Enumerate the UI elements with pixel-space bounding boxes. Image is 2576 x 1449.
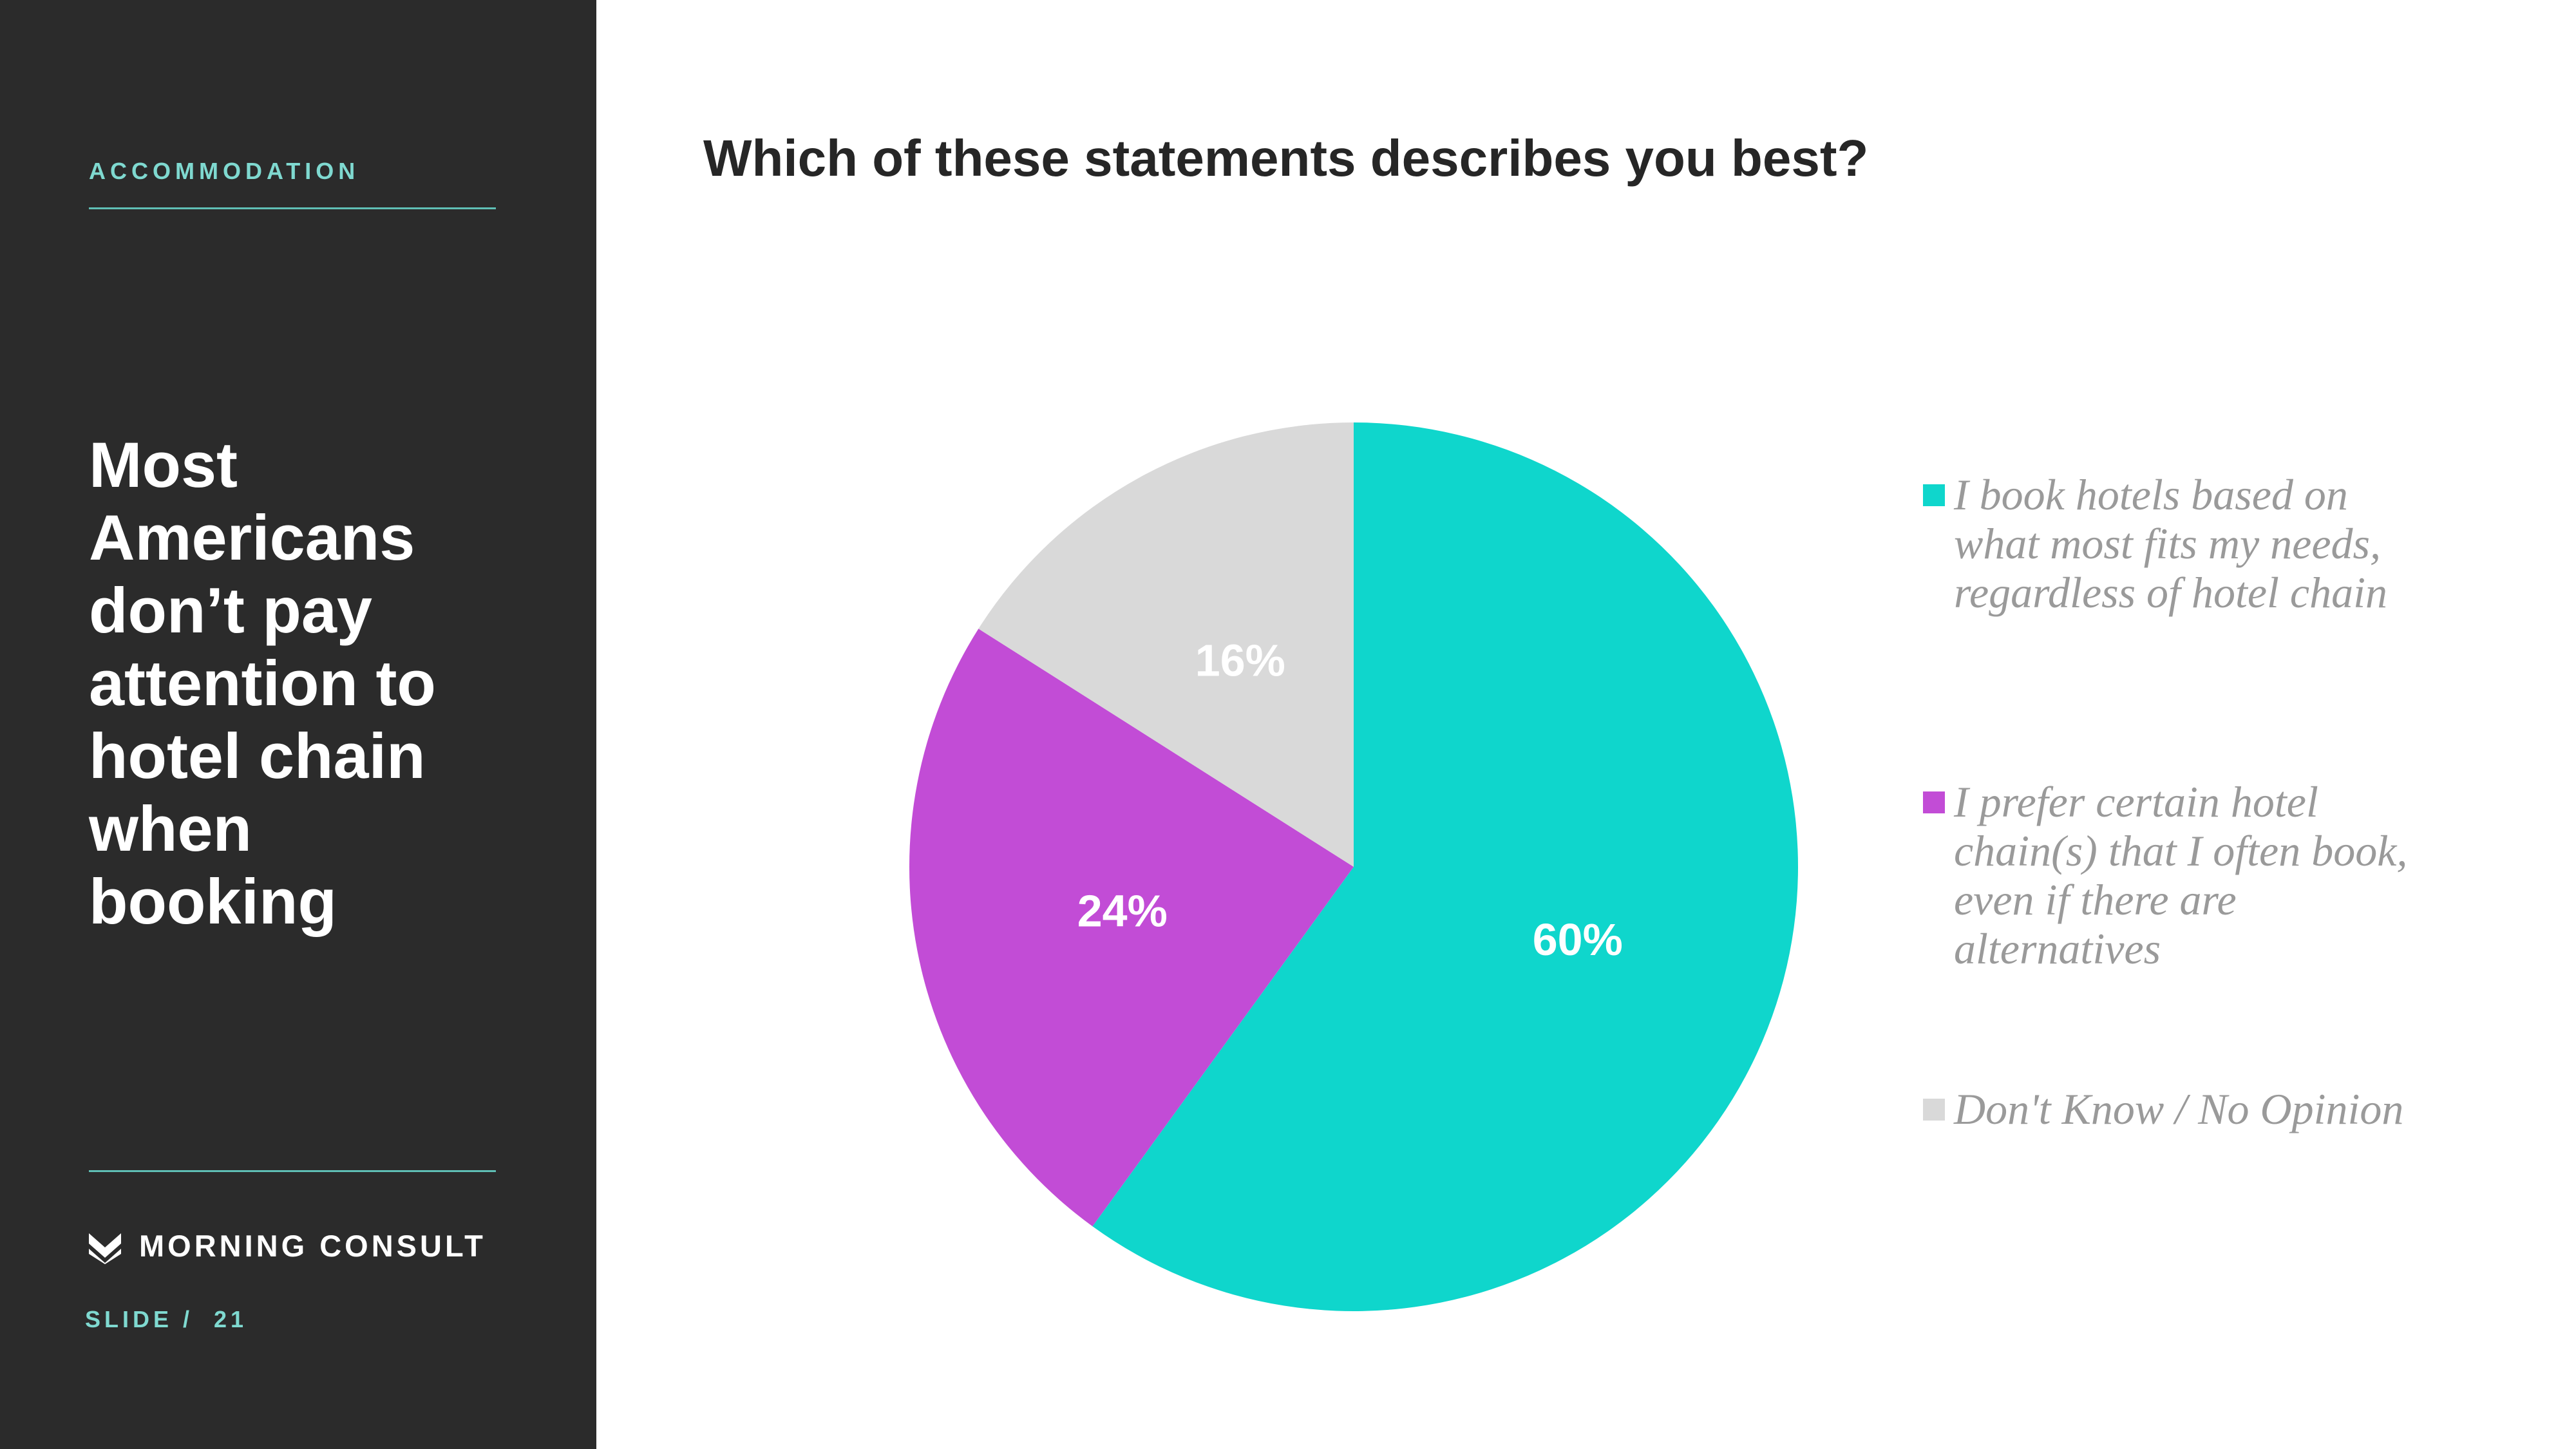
legend-line: I prefer certain hotel bbox=[1954, 777, 2318, 826]
pie-slice-label: 16% bbox=[1195, 636, 1285, 686]
sidebar: ACCOMMODATION Most Americans don’t pay a… bbox=[0, 0, 596, 1449]
legend-line: Don't Know / No Opinion bbox=[1954, 1084, 2404, 1133]
legend-item: I book hotels based on what most fits my… bbox=[1923, 470, 2387, 617]
brand: MORNING CONSULT bbox=[86, 1227, 486, 1264]
section-label: ACCOMMODATION bbox=[89, 158, 360, 184]
chart-title: Which of these statements describes you … bbox=[703, 129, 1869, 187]
pie-slice bbox=[1092, 422, 1799, 1312]
pie-slice-label: 60% bbox=[1533, 914, 1623, 965]
headline-line: attention to bbox=[89, 647, 436, 719]
divider-top bbox=[89, 207, 496, 209]
legend-line: alternatives bbox=[1954, 924, 2161, 973]
divider-bottom bbox=[89, 1170, 496, 1172]
headline-line: when bbox=[89, 793, 252, 864]
headline: Most Americans don’t pay attention to ho… bbox=[89, 428, 553, 938]
legend-line: I book hotels based on bbox=[1954, 470, 2348, 519]
brand-name: MORNING CONSULT bbox=[139, 1228, 486, 1263]
headline-line: don’t pay bbox=[89, 574, 372, 646]
legend-line: regardless of hotel chain bbox=[1954, 568, 2387, 617]
legend-label: I prefer certain hotel chain(s) that I o… bbox=[1954, 777, 2407, 973]
headline-line: booking bbox=[89, 866, 337, 937]
headline-line: hotel chain bbox=[89, 720, 426, 791]
legend-line: chain(s) that I often book, bbox=[1954, 826, 2408, 875]
legend-swatch bbox=[1923, 791, 1945, 813]
pie-slice bbox=[909, 629, 1354, 1227]
legend-swatch bbox=[1923, 1099, 1945, 1121]
legend-label: Don't Know / No Opinion bbox=[1954, 1084, 2403, 1133]
morning-consult-logo-icon bbox=[89, 1233, 121, 1264]
headline-line: Most bbox=[89, 429, 238, 500]
slide-number: SLIDE / 21 bbox=[85, 1306, 248, 1332]
headline-line: Americans bbox=[89, 502, 415, 573]
legend-line: what most fits my needs, bbox=[1954, 519, 2381, 568]
pie-slice-label: 24% bbox=[1077, 886, 1168, 936]
legend-label: I book hotels based on what most fits my… bbox=[1954, 470, 2387, 617]
legend-item: I prefer certain hotel chain(s) that I o… bbox=[1923, 777, 2407, 973]
legend-line: even if there are bbox=[1954, 875, 2237, 924]
pie-slice bbox=[978, 422, 1354, 867]
legend-item: Don't Know / No Opinion bbox=[1923, 1084, 2403, 1133]
legend-swatch bbox=[1923, 484, 1945, 506]
